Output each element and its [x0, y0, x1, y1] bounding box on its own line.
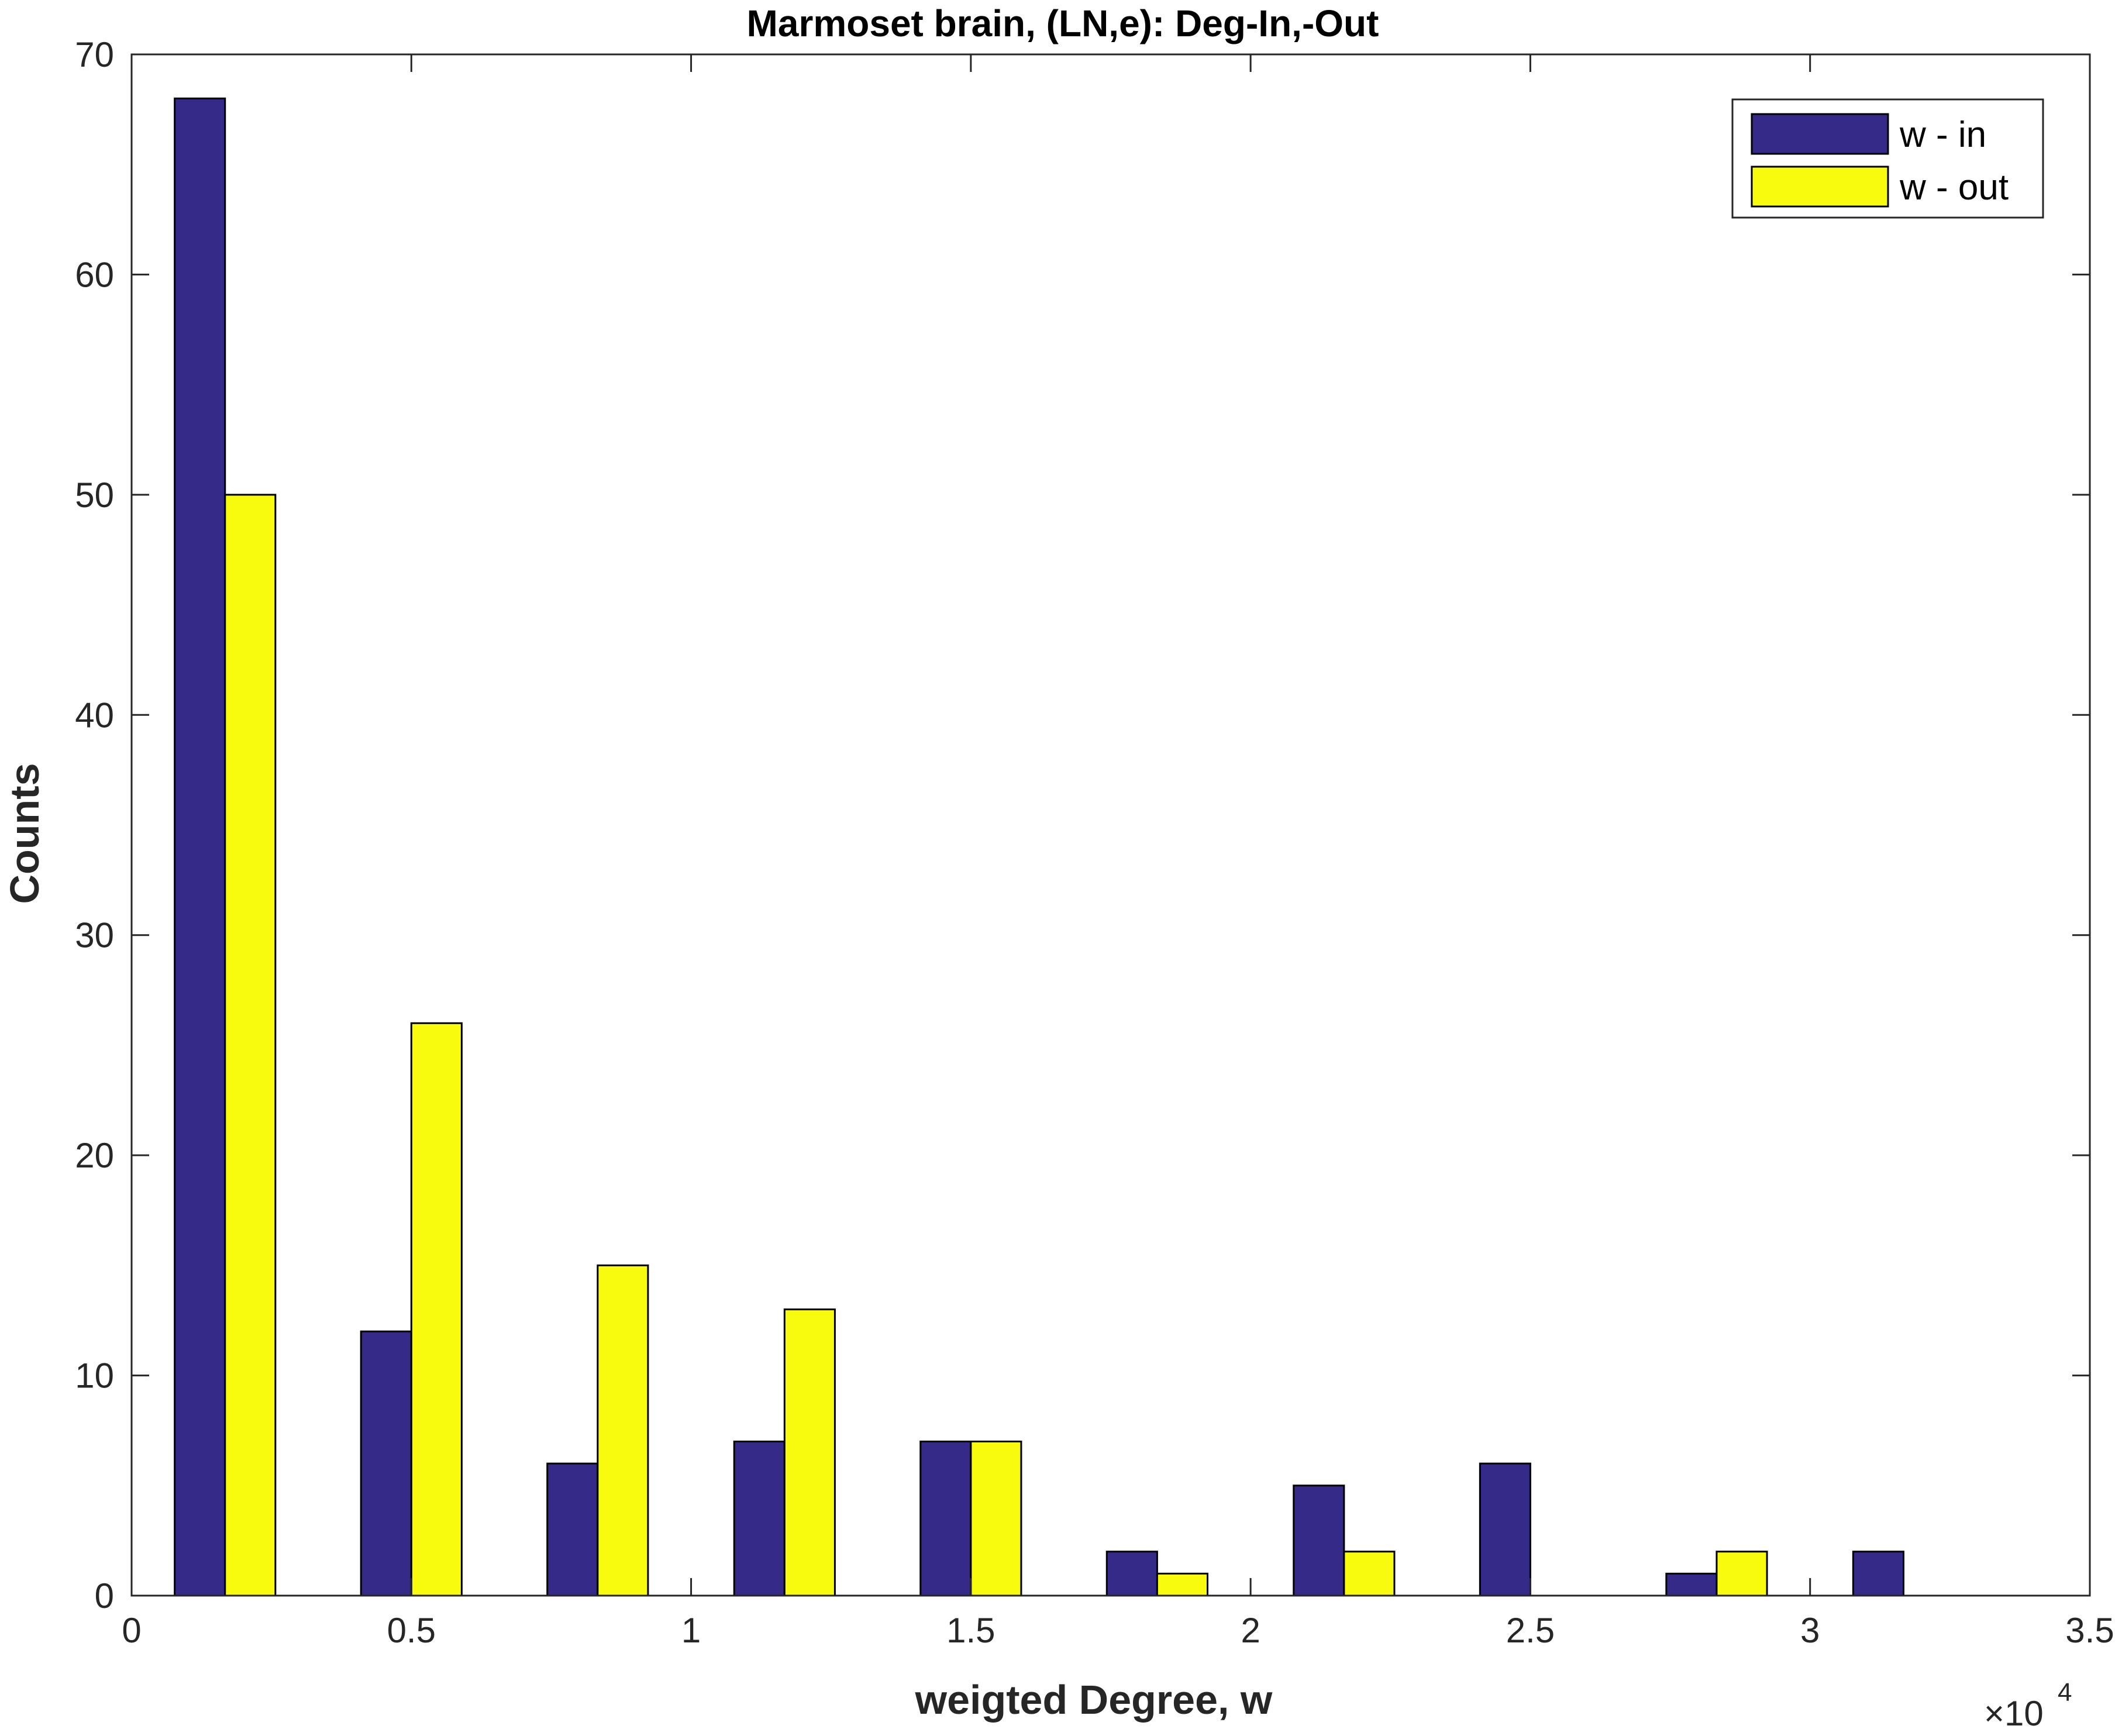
- y-tick-label: 60: [75, 255, 114, 294]
- x-tick-label: 3.5: [2065, 1611, 2114, 1650]
- y-tick-label: 10: [75, 1356, 114, 1396]
- bar-w-in-7: [1479, 1462, 1531, 1597]
- bar-w-out-4: [970, 1441, 1022, 1597]
- ticks-group: 0 0.5 1 1.5 2 2.5 3 3.5 0 10 20 30 40 50 60 70: [75, 35, 2114, 1650]
- plot-frame: [130, 53, 2091, 1597]
- y-tick-label: 70: [75, 35, 114, 74]
- x-tick-label: 2: [1241, 1611, 1260, 1650]
- bar-w-out-8: [1715, 1551, 1768, 1597]
- x-tick-label: 1: [681, 1611, 701, 1650]
- bar-w-in-5: [1105, 1551, 1158, 1597]
- y-tick-label: 20: [75, 1136, 114, 1175]
- bar-w-in-2: [546, 1462, 599, 1597]
- x-axis-label: weigted Degree, w: [915, 1677, 1273, 1723]
- bar-w-in-8: [1665, 1572, 1718, 1597]
- x-tick-label: 3: [1800, 1611, 1820, 1650]
- legend-label-w-in: w - in: [1899, 115, 1986, 155]
- bar-w-out-5: [1156, 1572, 1208, 1597]
- x-axis-exponent: ×10 4: [1984, 1678, 2072, 1733]
- bar-w-out-1: [410, 1022, 463, 1597]
- bar-w-out-2: [597, 1264, 649, 1597]
- y-tick-label: 0: [95, 1576, 114, 1616]
- legend: w - in w - out: [1731, 98, 2044, 219]
- axes-group: [130, 53, 2091, 1597]
- bar-w-in-4: [919, 1441, 972, 1597]
- bar-w-in-0: [174, 97, 226, 1597]
- y-axis-label: Counts: [2, 763, 47, 904]
- legend-swatch-w-in: [1751, 113, 1889, 155]
- x-tick-label: 1.5: [946, 1611, 995, 1650]
- y-tick-label: 30: [75, 916, 114, 955]
- bar-w-out-0: [224, 494, 277, 1597]
- y-tick-label: 50: [75, 476, 114, 515]
- legend-label-w-out: w - out: [1899, 167, 2009, 208]
- bar-w-in-3: [733, 1441, 786, 1597]
- bars-group: [174, 97, 1904, 1597]
- y-tick-label: 40: [75, 695, 114, 735]
- exponent-base: ×10: [1984, 1694, 2044, 1733]
- x-tick-label: 0: [122, 1611, 141, 1650]
- bar-w-in-9: [1852, 1551, 1904, 1597]
- bar-w-in-1: [360, 1330, 412, 1597]
- bar-w-out-3: [783, 1308, 836, 1597]
- x-tick-label: 0.5: [387, 1611, 436, 1650]
- chart-title: Marmoset brain, (LN,e): Deg-In,-Out: [747, 2, 1379, 44]
- exponent-power: 4: [2058, 1678, 2072, 1707]
- bar-w-out-6: [1343, 1551, 1396, 1597]
- x-tick-label: 2.5: [1506, 1611, 1555, 1650]
- legend-swatch-w-out: [1751, 166, 1889, 208]
- bar-w-in-6: [1293, 1484, 1345, 1597]
